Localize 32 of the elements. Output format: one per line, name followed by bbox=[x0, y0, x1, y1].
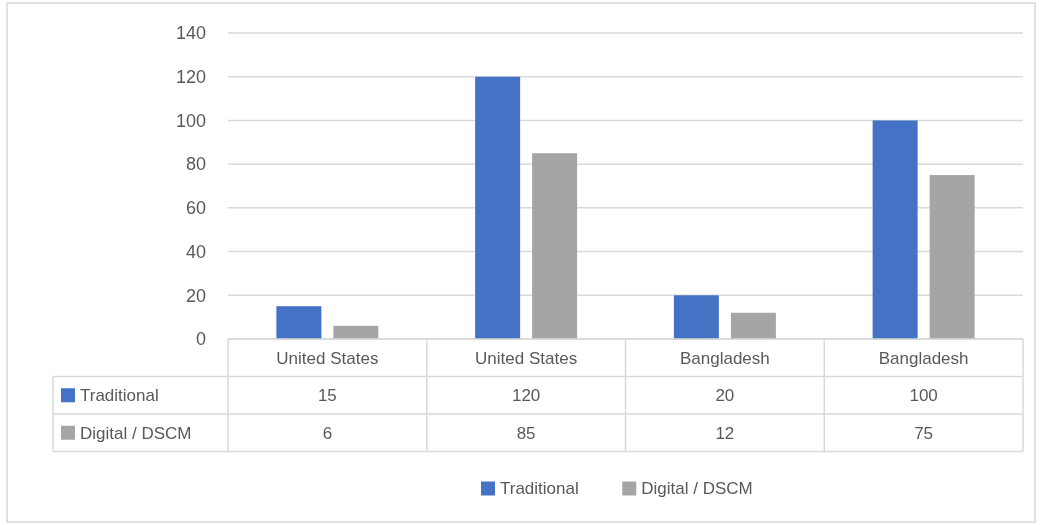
data-label: 85 bbox=[516, 423, 536, 443]
data-label: 75 bbox=[914, 423, 934, 443]
y-tick-label: 20 bbox=[185, 285, 206, 306]
y-tick-label: 0 bbox=[195, 329, 206, 350]
bar bbox=[333, 325, 379, 339]
bar bbox=[475, 76, 521, 339]
y-tick-label: 60 bbox=[185, 198, 206, 219]
text: Traditional bbox=[500, 479, 579, 499]
data-label: 15 bbox=[317, 386, 337, 406]
data-label: 12 bbox=[715, 423, 735, 443]
legend-label: Traditional bbox=[80, 386, 159, 406]
data-label: 120 bbox=[511, 386, 541, 406]
bar bbox=[730, 312, 776, 339]
bar bbox=[532, 153, 578, 339]
text: Digital / DSCM bbox=[80, 423, 192, 443]
y-tick-label: 100 bbox=[175, 110, 206, 131]
x-tick-label: United States bbox=[475, 348, 578, 368]
data-label: 100 bbox=[909, 386, 938, 406]
bar bbox=[276, 306, 322, 339]
y-tick-label: 40 bbox=[185, 241, 206, 262]
legend-label: Digital / DSCM bbox=[641, 479, 753, 499]
x-tick-label: Bangladesh bbox=[878, 348, 969, 368]
bar bbox=[872, 120, 918, 339]
y-tick-label: 140 bbox=[175, 23, 206, 44]
x-tick-label: United States bbox=[276, 348, 379, 368]
bar bbox=[673, 295, 719, 339]
y-tick-label: 80 bbox=[185, 154, 206, 175]
y-tick-label: 120 bbox=[175, 67, 206, 88]
data-label: 6 bbox=[322, 423, 333, 443]
x-tick-label: Bangladesh bbox=[679, 348, 770, 368]
data-label: 20 bbox=[715, 386, 735, 406]
bar bbox=[929, 175, 975, 339]
